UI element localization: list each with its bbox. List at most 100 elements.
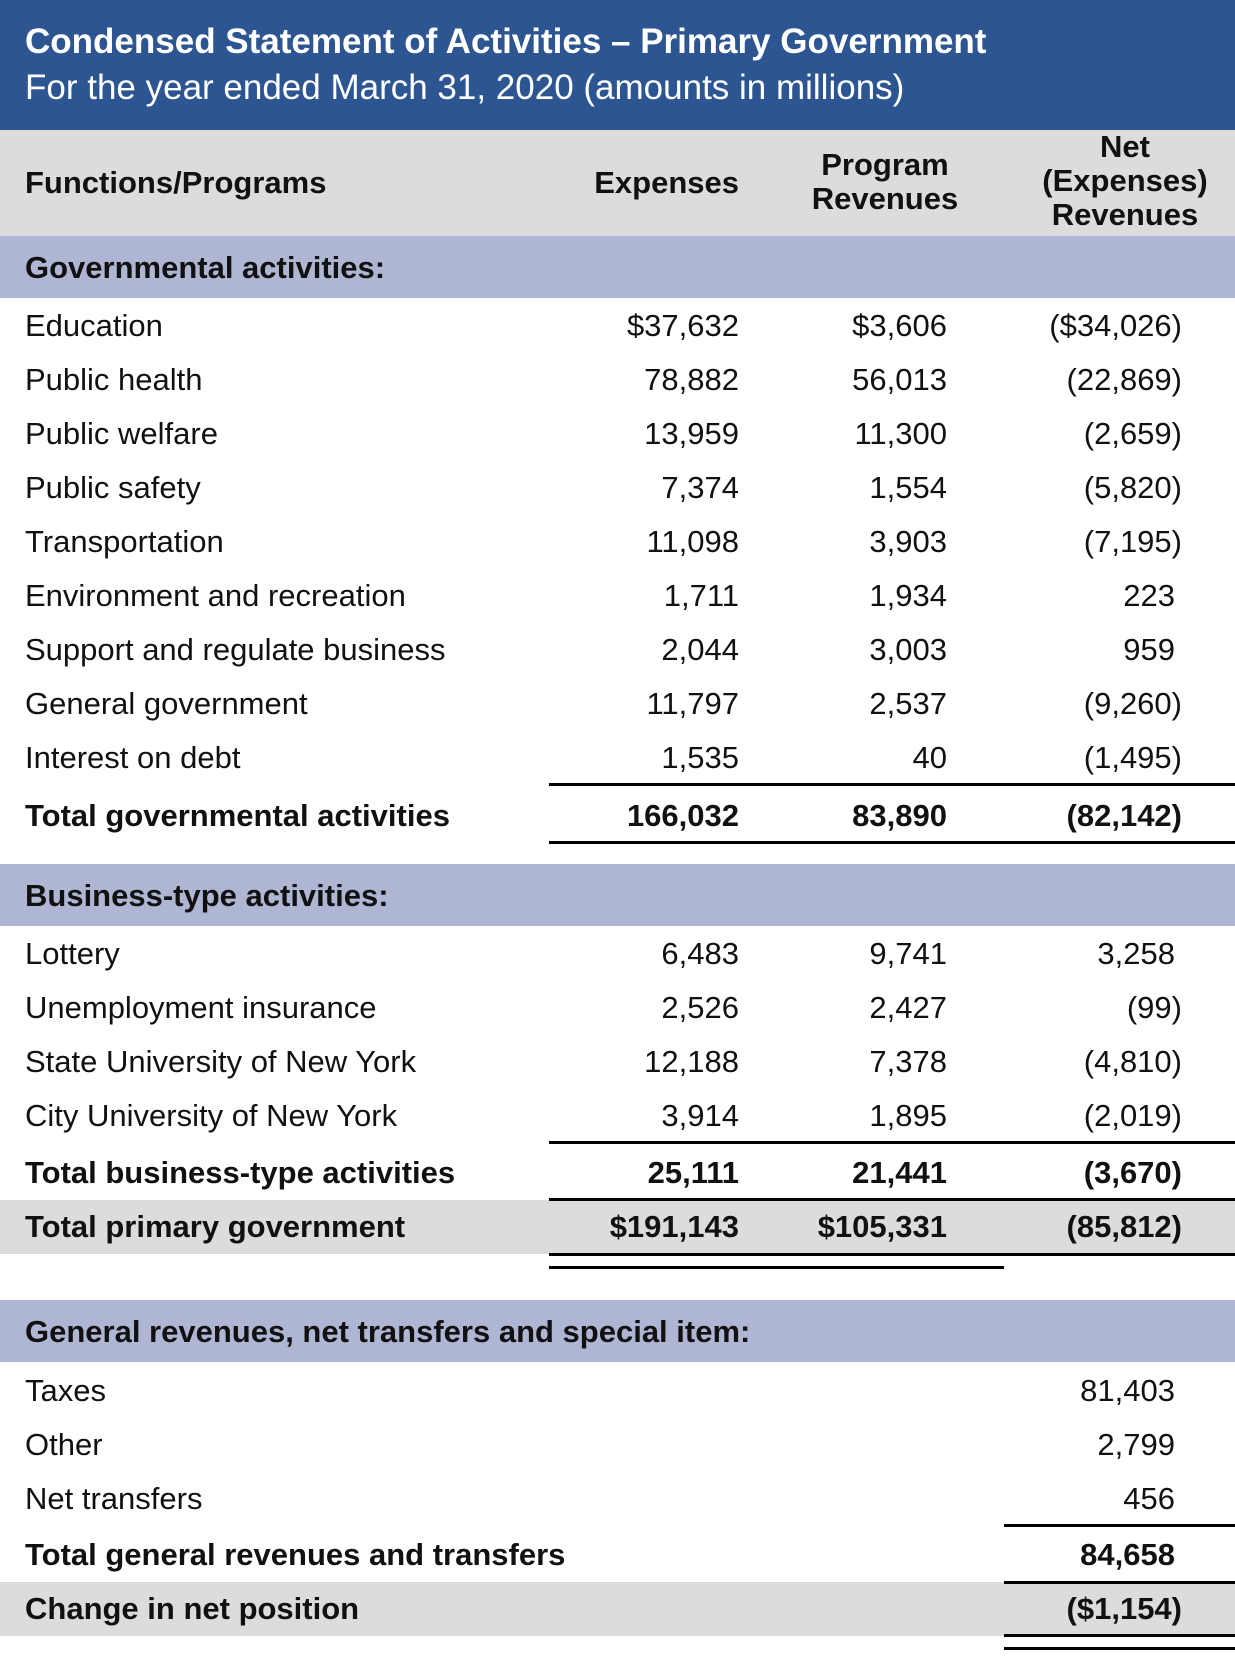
table-row: Public safety 7,374 1,554 (5,820) bbox=[0, 461, 1235, 515]
net-value: 81,403 bbox=[1080, 1373, 1175, 1408]
table-row: Unemployment insurance 2,526 2,427 (99) bbox=[0, 981, 1235, 1035]
column-header: Functions/Programs Expenses Program Reven… bbox=[0, 130, 1235, 236]
row-label: Public health bbox=[25, 362, 203, 397]
table-row: Transportation 11,098 3,903 (7,195) bbox=[0, 515, 1235, 569]
expenses-value: 2,044 bbox=[661, 632, 739, 667]
program-revenues-value: 3,903 bbox=[869, 524, 947, 559]
program-revenues-value: 40 bbox=[912, 740, 947, 775]
table-row: City University of New York 3,914 1,895 (2,… bbox=[0, 1089, 1235, 1143]
table-row: Support and regulate business 2,044 3,003 9… bbox=[0, 623, 1235, 677]
row-label: Taxes bbox=[25, 1373, 106, 1408]
rule-line bbox=[549, 783, 1235, 786]
row-label: Total governmental activities bbox=[25, 798, 450, 833]
total-row: Total governmental activities 166,032 83,8… bbox=[0, 789, 1235, 843]
row-label: Total primary government bbox=[25, 1209, 406, 1244]
row-label: Public safety bbox=[25, 470, 201, 505]
program-revenues-value: 21,441 bbox=[852, 1155, 947, 1190]
expenses-value: 12,188 bbox=[644, 1044, 739, 1079]
table-row: Other 2,799 bbox=[0, 1418, 1235, 1472]
net-value: (82,142) bbox=[1066, 798, 1182, 833]
program-revenues-value: 11,300 bbox=[854, 416, 947, 451]
total-primary-row: Total primary government $191,143 $105,331… bbox=[0, 1200, 1235, 1254]
net-value: (99) bbox=[1126, 990, 1182, 1025]
row-label: State University of New York bbox=[25, 1044, 417, 1079]
net-value: (7,195) bbox=[1083, 524, 1182, 559]
expenses-value: 1,535 bbox=[661, 740, 739, 775]
row-label: Environment and recreation bbox=[25, 578, 406, 613]
row-label: Education bbox=[25, 308, 163, 343]
col-program-revenues: Program Revenues bbox=[790, 148, 980, 216]
program-revenues-value: 2,537 bbox=[869, 686, 947, 721]
program-revenues-value: $105,331 bbox=[817, 1209, 947, 1244]
rule-line bbox=[549, 1198, 1235, 1201]
rule-line bbox=[1004, 1581, 1235, 1584]
col-functions: Functions/Programs bbox=[25, 165, 327, 200]
program-revenues-value: 7,378 bbox=[869, 1044, 947, 1079]
expenses-value: $191,143 bbox=[609, 1209, 739, 1244]
program-revenues-value: $3,606 bbox=[852, 308, 947, 343]
row-label: Other bbox=[25, 1427, 103, 1462]
expenses-value: 1,711 bbox=[663, 578, 739, 613]
expenses-value: 25,111 bbox=[647, 1155, 739, 1190]
net-value: 959 bbox=[1123, 632, 1175, 667]
net-value: 3,258 bbox=[1097, 936, 1175, 971]
net-value: (2,019) bbox=[1083, 1098, 1182, 1133]
program-revenues-value: 1,934 bbox=[869, 578, 947, 613]
row-label: Total business-type activities bbox=[25, 1155, 456, 1190]
expenses-value: 11,098 bbox=[646, 524, 739, 559]
table-row: Interest on debt 1,535 40 (1,495) bbox=[0, 731, 1235, 785]
net-value: (1,495) bbox=[1083, 740, 1182, 775]
program-revenues-value: 1,554 bbox=[869, 470, 947, 505]
section-heading: General revenues, net transfers and spec… bbox=[25, 1314, 751, 1349]
table-row: State University of New York 12,188 7,378 (… bbox=[0, 1035, 1235, 1089]
row-label: Change in net position bbox=[25, 1591, 360, 1626]
section-governmental: Governmental activities: bbox=[0, 236, 1235, 298]
expenses-value: 78,882 bbox=[644, 362, 739, 397]
net-value: 456 bbox=[1123, 1481, 1175, 1516]
program-revenues-value: 56,013 bbox=[852, 362, 947, 397]
expenses-value: 11,797 bbox=[646, 686, 739, 721]
row-label: General government bbox=[25, 686, 308, 721]
net-value: 2,799 bbox=[1097, 1427, 1175, 1462]
row-label: City University of New York bbox=[25, 1098, 398, 1133]
expenses-value: 6,483 bbox=[661, 936, 739, 971]
table-row: Education $37,632 $3,606 ($34,026) bbox=[0, 299, 1235, 353]
net-value: (22,869) bbox=[1066, 362, 1182, 397]
expenses-value: 13,959 bbox=[644, 416, 739, 451]
net-value: (9,260) bbox=[1083, 686, 1182, 721]
row-label: Unemployment insurance bbox=[25, 990, 377, 1025]
row-label: Transportation bbox=[25, 524, 224, 559]
expenses-value: 3,914 bbox=[661, 1098, 739, 1133]
program-revenues-value: 1,895 bbox=[869, 1098, 947, 1133]
page-subtitle: For the year ended March 31, 2020 (amoun… bbox=[25, 68, 905, 107]
net-value: ($1,154) bbox=[1066, 1591, 1182, 1626]
expenses-value: $37,632 bbox=[626, 308, 739, 343]
row-label: Total general revenues and transfers bbox=[25, 1537, 566, 1572]
col-program-line2: Revenues bbox=[811, 181, 959, 216]
rule-line bbox=[549, 1141, 1235, 1144]
section-heading: Business-type activities: bbox=[25, 878, 389, 913]
table-row: Environment and recreation 1,711 1,934 223 bbox=[0, 569, 1235, 623]
col-net: Net (Expenses) Revenues bbox=[1030, 130, 1220, 232]
rule-line bbox=[1004, 1647, 1235, 1650]
table-row: Public health 78,882 56,013 (22,869) bbox=[0, 353, 1235, 407]
section-heading: Governmental activities: bbox=[25, 250, 386, 285]
row-label: Lottery bbox=[25, 936, 120, 971]
rule-line bbox=[1004, 1524, 1235, 1527]
net-value: (85,812) bbox=[1066, 1209, 1182, 1244]
col-net-line1: Net bbox=[1100, 129, 1150, 164]
row-label: Net transfers bbox=[25, 1481, 203, 1516]
program-revenues-value: 9,741 bbox=[869, 936, 947, 971]
table-row: Lottery 6,483 9,741 3,258 bbox=[0, 927, 1235, 981]
col-net-line3: Revenues bbox=[1051, 197, 1199, 232]
net-value: 223 bbox=[1123, 578, 1175, 613]
rule-line bbox=[549, 1253, 1235, 1256]
net-value: (5,820) bbox=[1083, 470, 1182, 505]
col-program-line1: Program bbox=[821, 147, 949, 182]
table-row: Net transfers 456 bbox=[0, 1472, 1235, 1526]
expenses-value: 7,374 bbox=[661, 470, 739, 505]
col-expenses: Expenses bbox=[594, 165, 739, 200]
change-net-position-row: Change in net position ($1,154) bbox=[0, 1582, 1235, 1636]
expenses-value: 2,526 bbox=[661, 990, 739, 1025]
row-label: Public welfare bbox=[25, 416, 218, 451]
